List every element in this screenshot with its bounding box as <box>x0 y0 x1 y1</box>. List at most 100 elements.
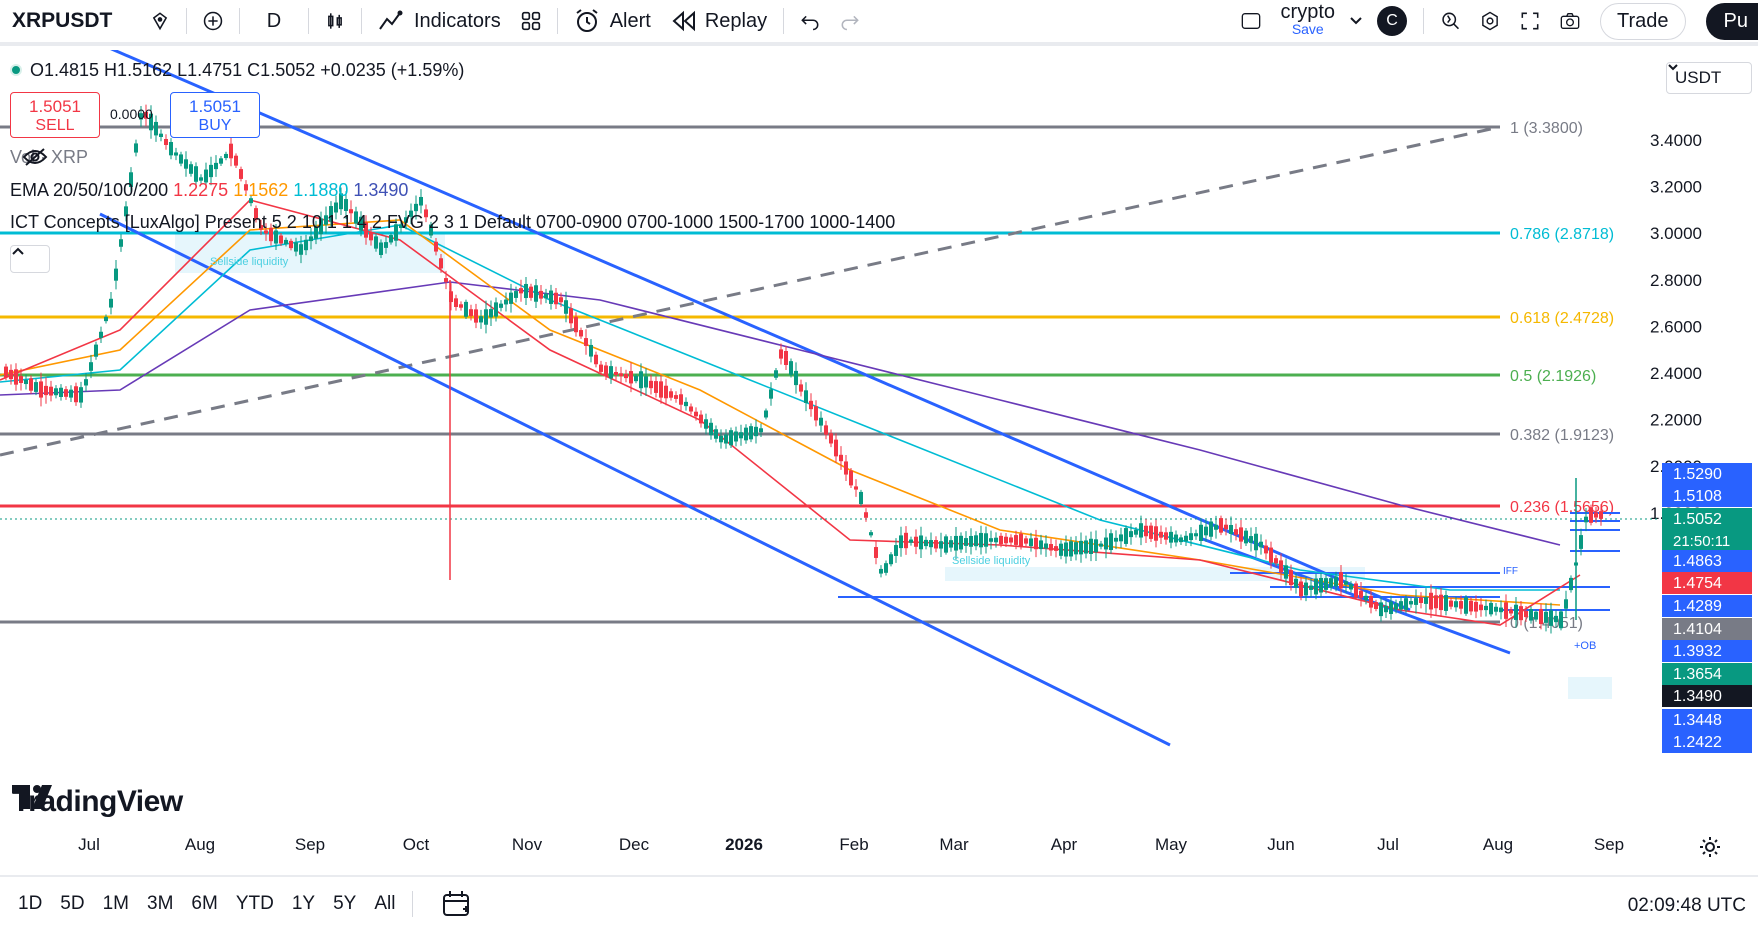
account-avatar[interactable]: C <box>1367 2 1417 40</box>
candle-body <box>1409 601 1413 605</box>
candle-body <box>1444 595 1448 611</box>
layout-select-icon[interactable] <box>1231 2 1271 40</box>
range-all[interactable]: All <box>374 893 396 914</box>
candle-body <box>329 206 333 222</box>
symbol-search[interactable]: XRPUSDT <box>0 2 140 40</box>
templates-grid-icon[interactable] <box>511 2 551 40</box>
utc-clock[interactable]: 02:09:48 UTC <box>1627 895 1746 916</box>
range-3m[interactable]: 3M <box>147 893 174 914</box>
candle-body <box>1054 546 1058 551</box>
undo-icon[interactable] <box>790 2 830 40</box>
range-5y[interactable]: 5Y <box>333 893 357 914</box>
candle-body <box>254 208 258 220</box>
hide-eye-icon[interactable] <box>22 147 48 167</box>
price-tag[interactable] <box>1662 485 1752 507</box>
range-1m[interactable]: 1M <box>102 893 129 914</box>
candle-body <box>1484 605 1488 611</box>
replay-button[interactable]: Replay <box>661 2 777 40</box>
price-tag[interactable] <box>1662 595 1752 617</box>
time-axis[interactable]: Jul Aug Sep Oct Nov Dec 2026 Feb Mar Apr May Jun Jul… <box>0 835 1758 865</box>
candle-body <box>499 303 503 308</box>
publish-button[interactable]: Pu <box>1696 2 1758 40</box>
candle-body <box>664 385 668 399</box>
sell-button[interactable]: 1.5051 SELL <box>10 92 100 138</box>
toolbar-divider <box>186 8 187 34</box>
time-label-3: Oct <box>402 835 430 854</box>
candle-body <box>1529 609 1533 621</box>
price-tag-value: 1.5108 <box>1673 488 1722 505</box>
candle-body <box>1264 545 1268 554</box>
candle-body <box>1199 524 1203 541</box>
candle-body <box>1244 530 1248 544</box>
price-tag[interactable] <box>1662 640 1752 662</box>
price-chart-canvas[interactable]: 3.4000 3.2000 3.0000 2.8000 2.6000 2.4000 2.20… <box>0 50 1758 835</box>
date-range-calendar-icon[interactable] <box>441 889 471 919</box>
indicators-button[interactable]: Indicators <box>368 2 511 40</box>
market-status-dot <box>10 64 22 76</box>
channel-lower-line[interactable] <box>99 212 1171 747</box>
layout-menu-chevron-down-icon[interactable] <box>1345 2 1367 40</box>
volume-legend[interactable]: Vol · XRP <box>10 147 88 168</box>
range-5d[interactable]: 5D <box>60 893 85 914</box>
ema-legend[interactable]: EMA 20/50/100/200 1.2275 1.1562 1.1880 1… <box>10 180 408 201</box>
candle-body <box>229 143 233 159</box>
price-tag[interactable] <box>1662 709 1752 731</box>
candle-body <box>259 225 263 230</box>
quick-search-icon[interactable] <box>1430 2 1470 40</box>
fullscreen-icon[interactable] <box>1510 2 1550 40</box>
price-tag[interactable] <box>1662 731 1752 753</box>
chart-settings-gear-icon[interactable] <box>1698 835 1722 864</box>
price-tag[interactable] <box>1662 550 1752 572</box>
tradingview-logo[interactable]: TradingView <box>12 785 183 819</box>
price-axis-label: 3.2000 <box>1650 178 1702 197</box>
candle-body <box>209 164 213 178</box>
buy-button[interactable]: 1.5051 BUY <box>170 92 260 138</box>
range-1y[interactable]: 1Y <box>291 893 316 914</box>
dashed-trendline[interactable] <box>0 125 1501 457</box>
compare-symbol-icon[interactable] <box>193 2 233 40</box>
range-6m[interactable]: 6M <box>191 893 218 914</box>
chart-pane[interactable]: 3.4000 3.2000 3.0000 2.8000 2.6000 2.4000 2.20… <box>0 50 1758 835</box>
ict-concepts-legend[interactable]: ICT Concepts [LuxAlgo] Present 5 2 10 1 … <box>10 212 895 233</box>
trade-button[interactable]: Trade <box>1590 2 1696 40</box>
candle-body <box>1144 525 1148 537</box>
currency-select[interactable]: USDT <box>1666 62 1752 94</box>
price-tag[interactable] <box>1662 618 1752 640</box>
price-tag-value: 1.4289 <box>1673 598 1722 615</box>
interval-button[interactable]: D <box>246 2 302 40</box>
range-ytd[interactable]: YTD <box>235 893 274 914</box>
candle-body <box>844 461 848 475</box>
trade-label: Trade <box>1600 2 1686 40</box>
redo-icon[interactable] <box>830 2 870 40</box>
account-initial: C <box>1377 6 1408 36</box>
time-label-9: Apr <box>1050 835 1078 854</box>
candle-body <box>154 121 158 136</box>
candle-body <box>134 143 138 153</box>
sell-price: 1.5051 <box>29 97 81 116</box>
channel-upper-line[interactable] <box>100 50 1411 612</box>
candle-body <box>989 538 993 542</box>
candle-body <box>184 159 188 169</box>
range-1d[interactable]: 1D <box>18 893 43 914</box>
price-tag[interactable] <box>1662 463 1752 485</box>
collapse-legend-button[interactable] <box>10 245 50 273</box>
candle-body <box>99 331 103 338</box>
price-tag[interactable] <box>1662 572 1752 594</box>
candle-body <box>394 224 398 241</box>
chart-type-candles-icon[interactable] <box>315 2 355 40</box>
candle-body <box>1499 607 1503 613</box>
layout-name-button[interactable]: crypto Save <box>1271 2 1345 40</box>
time-label-7: Feb <box>839 835 869 854</box>
price-tag[interactable] <box>1662 508 1752 552</box>
candle-body <box>1549 610 1553 626</box>
alert-button[interactable]: Alert <box>564 2 661 40</box>
price-tag-value: 1.4104 <box>1673 621 1722 638</box>
symbol-favorite-icon[interactable] <box>140 2 180 40</box>
price-tag[interactable] <box>1662 685 1752 707</box>
candle-body <box>319 218 323 235</box>
candle-body <box>574 316 578 333</box>
settings-gear-icon[interactable] <box>1470 2 1510 40</box>
price-tag[interactable] <box>1662 663 1752 685</box>
order-block-zone <box>1568 677 1612 699</box>
camera-snapshot-icon[interactable] <box>1550 2 1590 40</box>
